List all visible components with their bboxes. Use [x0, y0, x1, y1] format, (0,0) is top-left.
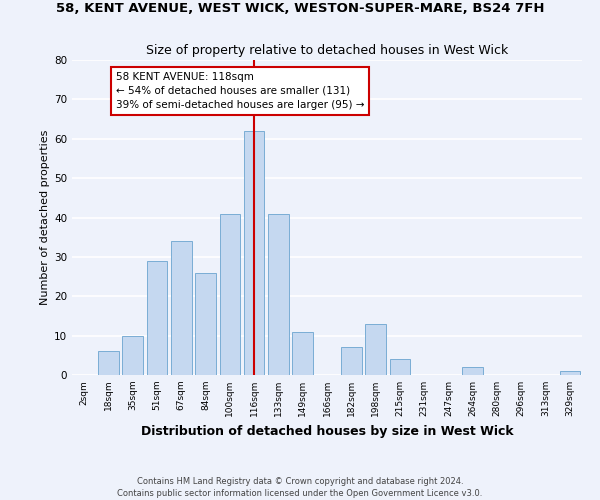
Bar [268, 214, 289, 375]
Bar [341, 348, 362, 375]
Text: 58 KENT AVENUE: 118sqm
← 54% of detached houses are smaller (131)
39% of semi-de: 58 KENT AVENUE: 118sqm ← 54% of detached… [116, 72, 364, 110]
Bar [171, 241, 191, 375]
Bar [560, 371, 580, 375]
Bar [146, 261, 167, 375]
Bar [244, 131, 265, 375]
X-axis label: Distribution of detached houses by size in West Wick: Distribution of detached houses by size … [140, 424, 514, 438]
Bar [220, 214, 240, 375]
Y-axis label: Number of detached properties: Number of detached properties [40, 130, 50, 305]
Text: 58, KENT AVENUE, WEST WICK, WESTON-SUPER-MARE, BS24 7FH: 58, KENT AVENUE, WEST WICK, WESTON-SUPER… [56, 2, 544, 16]
Bar [292, 332, 313, 375]
Title: Size of property relative to detached houses in West Wick: Size of property relative to detached ho… [146, 44, 508, 58]
Bar [389, 359, 410, 375]
Bar [122, 336, 143, 375]
Bar [98, 352, 119, 375]
Bar [365, 324, 386, 375]
Text: Contains HM Land Registry data © Crown copyright and database right 2024.
Contai: Contains HM Land Registry data © Crown c… [118, 476, 482, 498]
Bar [195, 272, 216, 375]
Bar [463, 367, 483, 375]
